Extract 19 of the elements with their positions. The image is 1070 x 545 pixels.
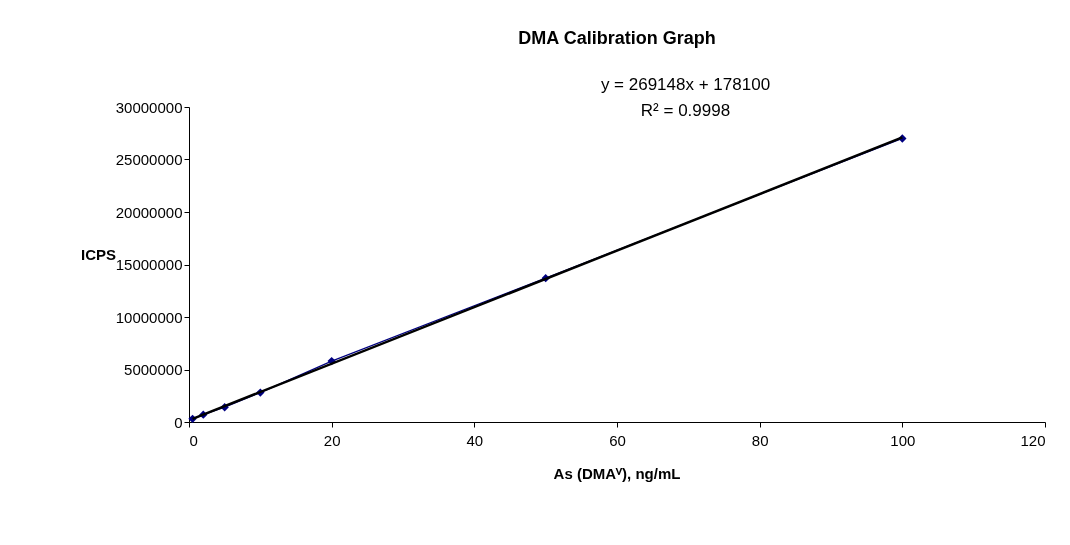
y-tick-label: 25000000	[115, 151, 183, 168]
y-tick-label: 20000000	[115, 203, 183, 221]
x-tick-label: 20	[323, 431, 341, 449]
chart-title: DMA Calibration Graph	[518, 28, 716, 48]
annotation: R² = 0.9998	[640, 101, 731, 120]
y-tick-label: 30000000	[115, 98, 183, 116]
x-tick-label: 100	[890, 431, 916, 449]
x-tick-label: 80	[751, 431, 769, 449]
y-tick-label: 15000000	[115, 256, 183, 273]
y-tick-label: 0	[174, 413, 183, 431]
y-tick-label: 10000000	[115, 308, 183, 326]
x-tick-label: 60	[609, 431, 626, 449]
y-axis-title: ICPS	[80, 246, 116, 264]
x-axis-title: As (DMAⱽ), ng/mL	[553, 465, 681, 482]
x-tick-label: 0	[189, 431, 198, 449]
y-tick-label: 5000000	[124, 361, 183, 378]
x-tick-label: 120	[1020, 431, 1046, 449]
x-tick-label: 40	[466, 431, 484, 449]
text: y = 269148x + 178100	[600, 75, 771, 94]
